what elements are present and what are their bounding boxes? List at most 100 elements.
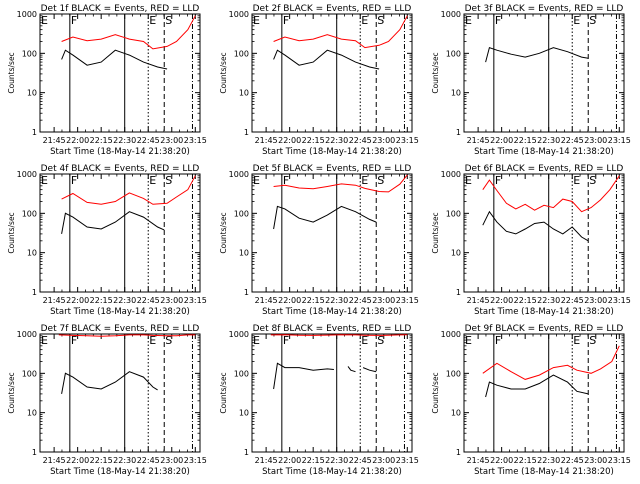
x-axis-label: Start Time (18-May-14 21:38:20) [262,147,402,157]
event-marker-label: E [253,334,260,347]
y-axis-label: Counts/sec [431,372,440,413]
y-tick-label: 100 [234,209,249,218]
event-marker-label: E [149,334,156,347]
x-tick-label: 22:15 [514,296,537,305]
x-axis-label: Start Time (18-May-14 21:38:20) [50,147,190,157]
x-axis-label: Start Time (18-May-14 21:38:20) [474,467,614,477]
y-tick-label: 100 [22,209,37,218]
event-marker-label: F [283,174,289,187]
y-tick-label: 100 [234,49,249,58]
plot-frame [251,173,413,293]
event-marker-label: E [41,14,48,27]
event-marker-label: F [283,14,289,27]
y-tick-label: 1000 [441,330,461,339]
y-tick-label: 100 [22,369,37,378]
x-tick-label: 22:00 [66,456,89,465]
x-axis-label: Start Time (18-May-14 21:38:20) [474,147,614,157]
x-tick-label: 22:45 [137,456,160,465]
y-tick-label: 1000 [17,10,37,19]
y-tick-label: 10 [27,89,37,98]
chart-title: Det 8f BLACK = Events, RED = LLD [253,324,412,334]
chart-title: Det 1f BLACK = Events, RED = LLD [41,4,200,14]
y-tick-label: 100 [234,369,249,378]
x-tick-label: 22:00 [66,296,89,305]
y-tick-label: 1000 [441,170,461,179]
x-tick-label: 22:15 [514,456,537,465]
x-tick-label: 22:45 [349,136,372,145]
x-tick-label: 21:45 [467,296,490,305]
chart-title: Det 6f BLACK = Events, RED = LLD [465,164,624,174]
x-tick-label: 21:45 [255,136,278,145]
x-tick-label: 22:45 [561,136,584,145]
chart-title: Det 2f BLACK = Events, RED = LLD [253,4,412,14]
x-tick-label: 23:00 [160,136,183,145]
y-tick-label: 10 [239,89,249,98]
x-tick-label: 23:15 [396,456,419,465]
y-tick-label: 1 [32,128,37,137]
y-tick-label: 100 [446,369,461,378]
x-axis-label: Start Time (18-May-14 21:38:20) [50,307,190,317]
x-tick-label: 22:15 [302,456,325,465]
event-marker-label: E [41,174,48,187]
series-line [273,362,334,390]
series-line [61,15,196,50]
event-marker-label: E [361,174,368,187]
x-tick-label: 22:15 [302,136,325,145]
plot-frame [251,333,413,453]
event-marker-label: F [71,174,77,187]
x-tick-label: 22:45 [349,296,372,305]
y-axis-label: Counts/sec [219,52,228,93]
event-marker-label: S [377,334,384,347]
x-tick-label: 22:30 [325,136,348,145]
x-tick-label: 23:00 [584,296,607,305]
x-axis-label: Start Time (18-May-14 21:38:20) [262,307,402,317]
series-line [270,334,408,336]
x-tick-label: 22:30 [537,456,560,465]
x-tick-label: 22:30 [113,456,136,465]
x-tick-label: 23:00 [584,136,607,145]
plot-frame [463,173,625,293]
x-tick-label: 22:15 [302,296,325,305]
x-tick-label: 22:00 [490,296,513,305]
series-line [482,345,620,380]
series-line [485,374,589,398]
event-marker-label: E [573,174,580,187]
event-marker-label: E [253,174,260,187]
series-line [273,174,408,193]
x-tick-label: 22:15 [514,136,537,145]
y-tick-label: 1 [244,448,249,457]
x-tick-label: 22:00 [490,136,513,145]
x-tick-label: 22:00 [66,136,89,145]
chart-panel-3: Det 3f BLACK = Events, RED = LLD 1 10 100 10… [431,4,631,157]
y-tick-label: 100 [22,49,37,58]
y-tick-label: 10 [451,409,461,418]
x-tick-label: 22:30 [113,136,136,145]
chart-panel-2: Det 2f BLACK = Events, RED = LLD 1 10 100 10… [219,4,419,157]
x-tick-label: 23:15 [608,296,631,305]
event-marker-label: S [589,174,596,187]
series-line [273,49,380,70]
x-tick-label: 21:45 [467,456,490,465]
x-tick-label: 21:45 [255,296,278,305]
event-marker-label: S [377,174,384,187]
event-marker-label: F [71,14,77,27]
event-marker-label: F [495,174,501,187]
x-tick-label: 22:15 [90,136,113,145]
event-marker-label: E [149,14,156,27]
x-tick-label: 23:00 [584,456,607,465]
event-marker-label: F [283,334,289,347]
series-line [362,367,377,373]
x-tick-label: 21:45 [467,136,490,145]
event-marker-label: E [465,174,472,187]
chart-title: Det 3f BLACK = Events, RED = LLD [465,4,624,14]
x-tick-label: 22:30 [325,456,348,465]
chart-title: Det 7f BLACK = Events, RED = LLD [41,324,200,334]
event-marker-label: S [165,334,172,347]
event-marker-label: F [71,334,77,347]
y-axis-label: Counts/sec [7,52,16,93]
x-tick-label: 22:30 [325,296,348,305]
x-tick-label: 22:30 [113,296,136,305]
y-tick-label: 1 [456,288,461,297]
